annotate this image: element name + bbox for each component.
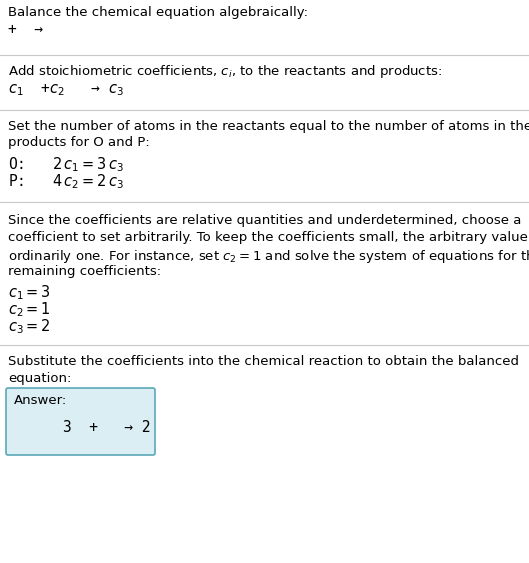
Text: $c_1$  +$c_2$   → $c_3$: $c_1$ +$c_2$ → $c_3$ [8,82,124,98]
FancyBboxPatch shape [6,388,155,455]
Text: O:   $2\,c_1 = 3\,c_3$: O: $2\,c_1 = 3\,c_3$ [8,155,124,174]
Text: Add stoichiometric coefficients, $c_i$, to the reactants and products:: Add stoichiometric coefficients, $c_i$, … [8,63,442,80]
Text: $c_3 = 2$: $c_3 = 2$ [8,317,51,336]
Text: Since the coefficients are relative quantities and underdetermined, choose a: Since the coefficients are relative quan… [8,214,522,227]
Text: P:   $4\,c_2 = 2\,c_3$: P: $4\,c_2 = 2\,c_3$ [8,172,124,191]
Text: 3  +   → 2: 3 + → 2 [63,420,151,435]
Text: coefficient to set arbitrarily. To keep the coefficients small, the arbitrary va: coefficient to set arbitrarily. To keep … [8,231,529,244]
Text: remaining coefficients:: remaining coefficients: [8,265,161,278]
Text: Balance the chemical equation algebraically:: Balance the chemical equation algebraica… [8,6,308,19]
Text: Set the number of atoms in the reactants equal to the number of atoms in the: Set the number of atoms in the reactants… [8,120,529,133]
Text: $c_1 = 3$: $c_1 = 3$ [8,283,51,302]
Text: products for O and P:: products for O and P: [8,136,150,149]
Text: +  →: + → [8,22,43,37]
Text: Substitute the coefficients into the chemical reaction to obtain the balanced: Substitute the coefficients into the che… [8,355,519,368]
Text: equation:: equation: [8,372,71,385]
Text: Answer:: Answer: [14,394,67,407]
Text: ordinarily one. For instance, set $c_2 = 1$ and solve the system of equations fo: ordinarily one. For instance, set $c_2 =… [8,248,529,265]
Text: $c_2 = 1$: $c_2 = 1$ [8,300,51,319]
